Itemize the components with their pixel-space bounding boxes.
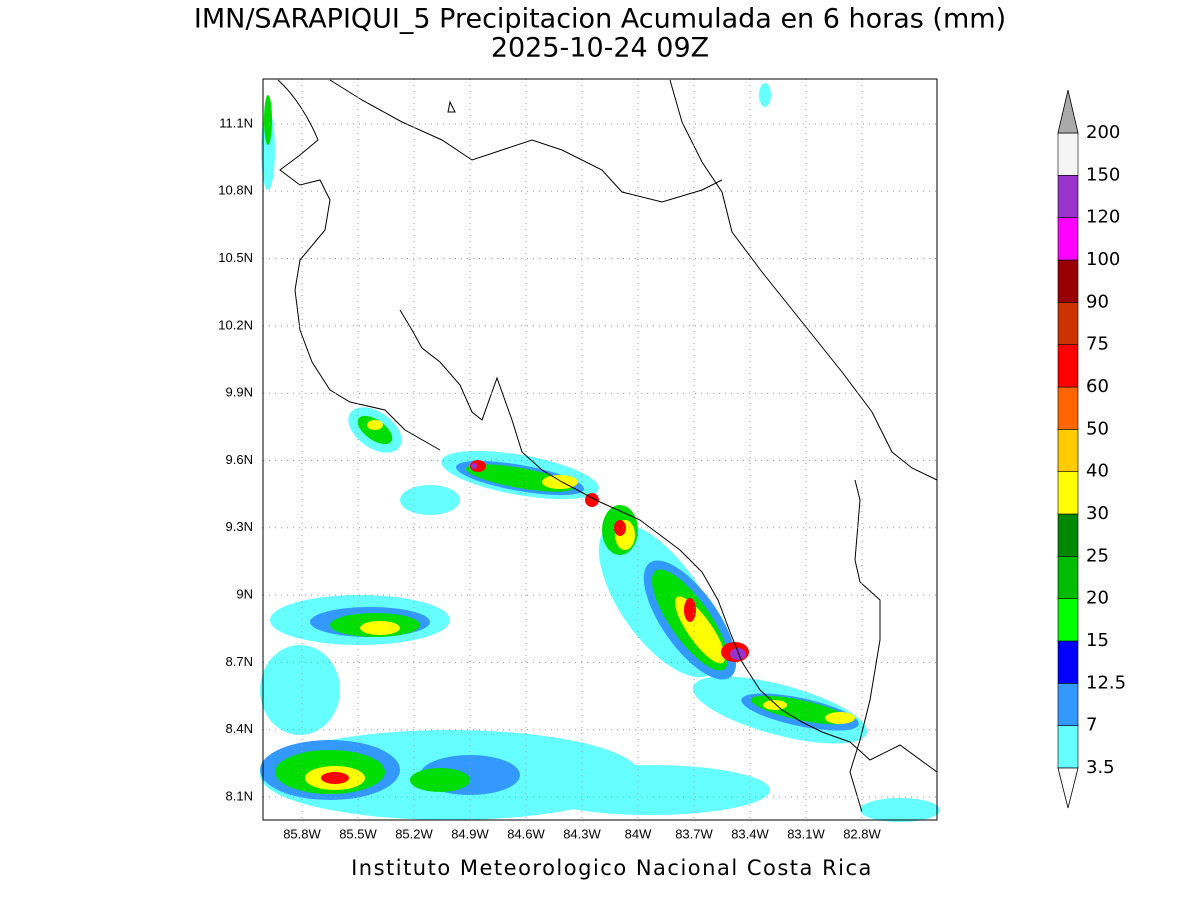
subtitle: 2025-10-24 09Z xyxy=(491,33,709,64)
colorbar-segment xyxy=(1057,471,1079,515)
colorbar-label: 100 xyxy=(1086,249,1120,270)
x-tick-label: 85.8W xyxy=(283,826,321,841)
y-tick-label: 9.9N xyxy=(226,385,253,400)
colorbar: 3.5 7 12.5 15 20 25 30 40 50 60 75 90 100 120 150 200 xyxy=(1057,89,1126,809)
x-tick-label: 83.7W xyxy=(675,826,713,841)
grid xyxy=(263,79,937,820)
colorbar-label: 200 xyxy=(1086,122,1120,143)
colorbar-segment xyxy=(1057,429,1079,472)
colorbar-segment xyxy=(1057,725,1079,769)
colorbar-label: 75 xyxy=(1086,334,1109,355)
colorbar-segment xyxy=(1057,302,1079,345)
x-tick-label: 84W xyxy=(625,826,652,841)
colorbar-segment xyxy=(1057,683,1079,726)
colorbar-segment xyxy=(1057,598,1079,642)
colorbar-label: 30 xyxy=(1086,503,1109,524)
x-tick-label: 85.5W xyxy=(339,826,377,841)
colorbar-under xyxy=(1057,767,1079,809)
colorbar-label: 15 xyxy=(1086,630,1109,651)
colorbar-label: 40 xyxy=(1086,461,1109,482)
colorbar-segment xyxy=(1057,259,1079,303)
y-tick-label: 8.7N xyxy=(226,654,253,669)
x-tick-label: 83.4W xyxy=(731,826,769,841)
colorbar-label: 60 xyxy=(1086,376,1109,397)
y-tick-label: 8.1N xyxy=(226,788,253,803)
x-tick-label: 84.6W xyxy=(507,826,545,841)
y-tick-label: 9.3N xyxy=(226,519,253,534)
y-tick-label: 10.5N xyxy=(218,250,253,265)
colorbar-segment xyxy=(1057,175,1079,218)
colorbar-label: 12.5 xyxy=(1086,672,1126,693)
y-tick-label: 11.1N xyxy=(219,115,253,130)
y-tick-label: 10.2N xyxy=(218,317,253,332)
colorbar-segment xyxy=(1057,386,1079,430)
colorbar-segment xyxy=(1057,640,1079,684)
colorbar-label: 150 xyxy=(1086,164,1120,185)
colorbar-label: 25 xyxy=(1086,545,1109,566)
map-frame xyxy=(262,78,938,821)
title: IMN/SARAPIQUI_5 Precipitacion Acumulada … xyxy=(194,4,1006,35)
coastlines xyxy=(277,79,938,813)
x-tick-label: 83.1W xyxy=(787,826,825,841)
colorbar-label: 7 xyxy=(1086,715,1097,736)
precipitation-field xyxy=(260,83,940,822)
colorbar-segment xyxy=(1057,217,1079,261)
x-tick-label: 82.8W xyxy=(843,826,881,841)
colorbar-label: 90 xyxy=(1086,291,1109,312)
colorbar-segment xyxy=(1057,556,1079,599)
colorbar-label: 3.5 xyxy=(1086,757,1115,778)
y-tick-label: 9N xyxy=(236,587,253,602)
colorbar-label: 20 xyxy=(1086,588,1109,609)
x-tick-label: 85.2W xyxy=(395,826,433,841)
y-tick-label: 9.6N xyxy=(226,452,253,467)
colorbar-segment xyxy=(1057,513,1079,557)
colorbar-over xyxy=(1057,89,1079,134)
colorbar-label: 120 xyxy=(1086,207,1120,228)
colorbar-segment xyxy=(1057,132,1079,176)
footer: Instituto Meteorologico Nacional Costa R… xyxy=(351,856,873,880)
x-tick-label: 84.9W xyxy=(451,826,489,841)
colorbar-segment xyxy=(1057,344,1079,388)
x-tick-label: 84.3W xyxy=(563,826,601,841)
y-tick-label: 8.4N xyxy=(226,721,253,736)
colorbar-label: 50 xyxy=(1086,418,1109,439)
y-tick-label: 10.8N xyxy=(218,183,253,198)
